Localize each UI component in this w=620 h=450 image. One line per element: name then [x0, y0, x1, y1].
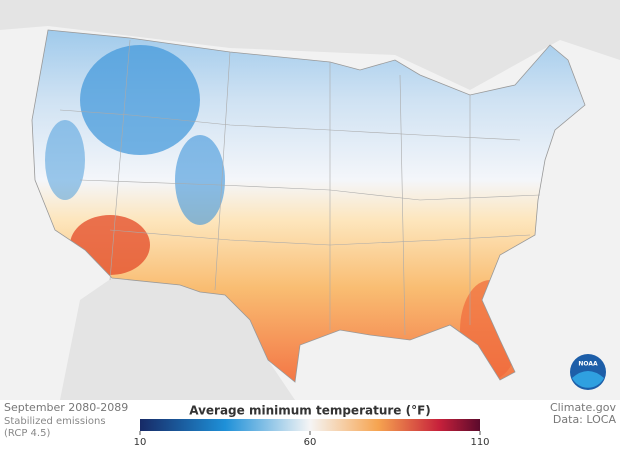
canada [0, 0, 620, 90]
noaa-logo-wave [572, 371, 604, 388]
cold-region [45, 120, 85, 200]
data-source: Data: LOCA [553, 413, 617, 426]
cold-region [175, 135, 225, 225]
state-lines [59, 39, 541, 336]
tick-label: 60 [304, 437, 317, 448]
tick-label: 10 [134, 437, 147, 448]
legend-title: Average minimum temperature (°F) [189, 404, 431, 418]
source: Climate.gov [550, 401, 617, 414]
period: September 2080-2089 [4, 401, 128, 414]
tick-label: 110 [470, 437, 489, 448]
scenario-code: (RCP 4.5) [4, 428, 50, 439]
cold-region [80, 45, 200, 155]
scenario: Stabilized emissions [4, 416, 106, 427]
logo-text: NOAA [578, 361, 598, 368]
mexico [60, 278, 295, 400]
colorbar [140, 419, 480, 431]
